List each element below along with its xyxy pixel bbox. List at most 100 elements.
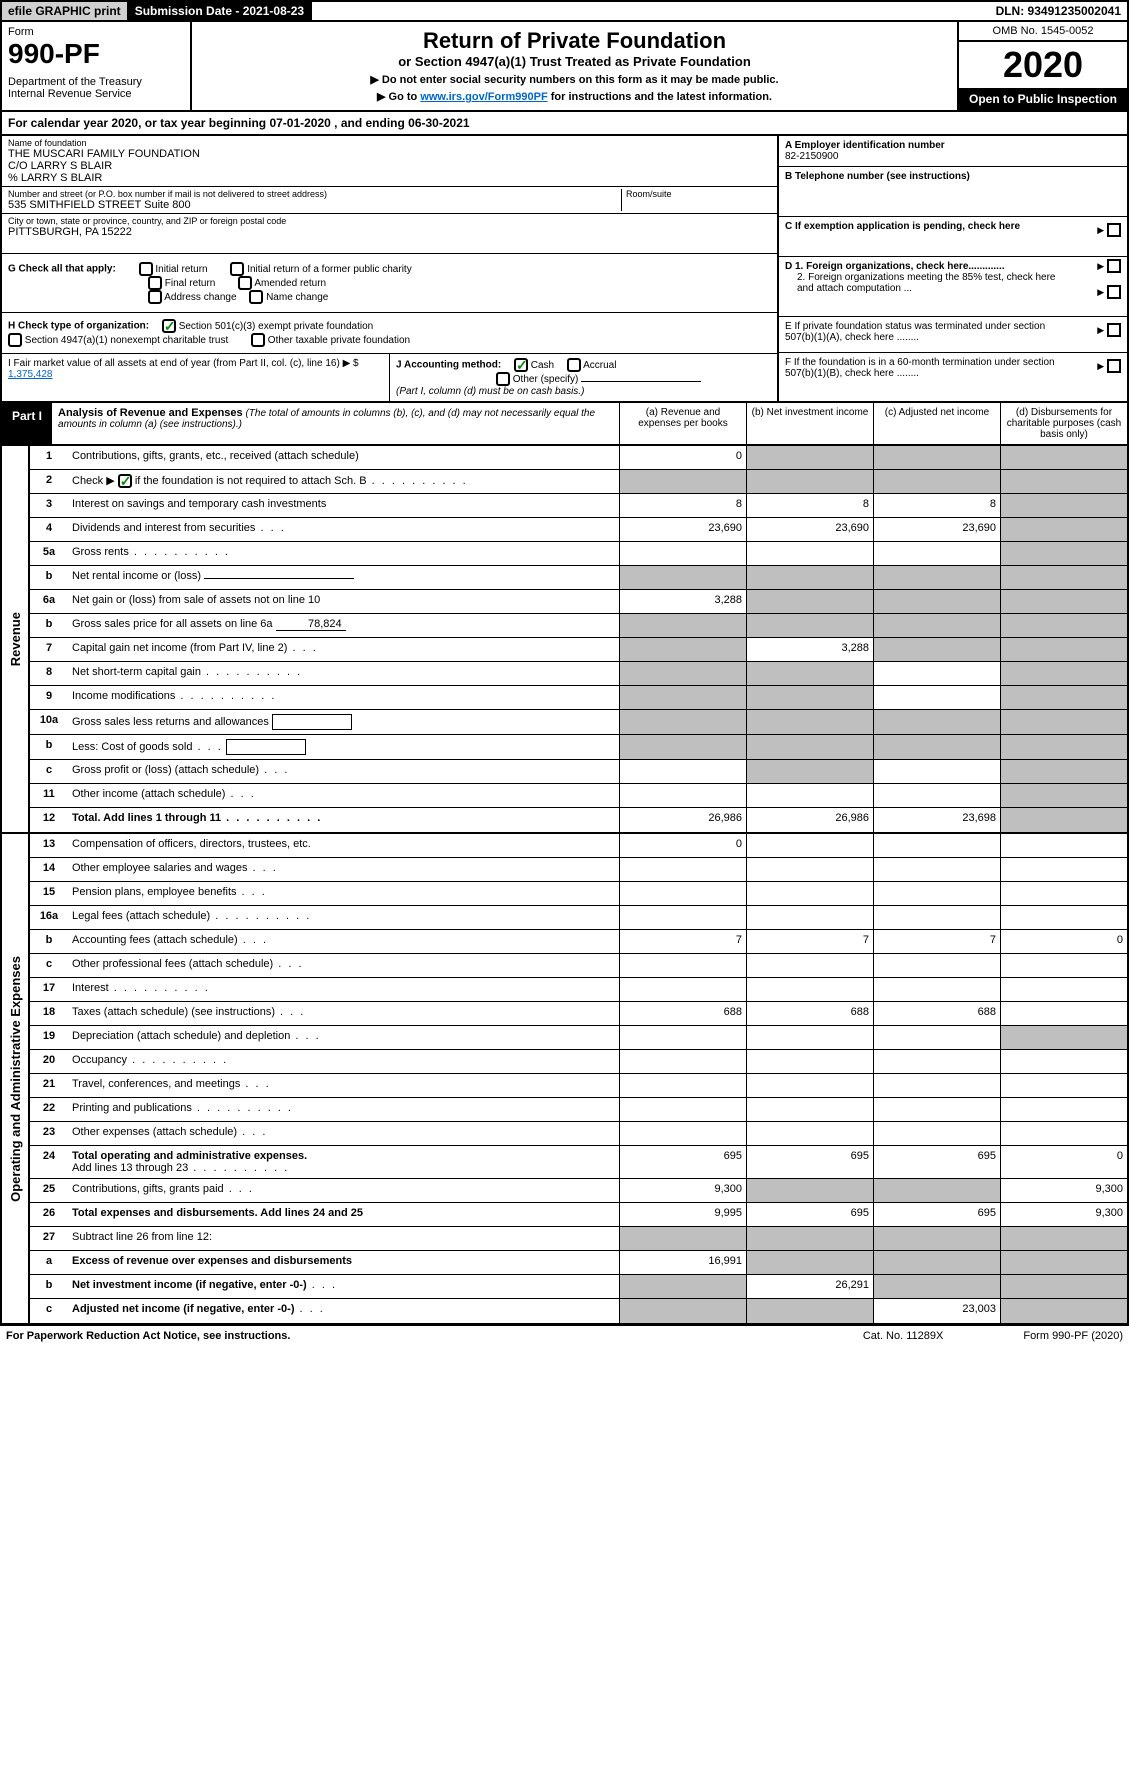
footer-mid: Cat. No. 11289X [863,1330,944,1342]
g-label: G Check all that apply: [8,264,116,275]
fmv-link[interactable]: 1,375,428 [8,369,53,380]
row-desc: Total expenses and disbursements. Add li… [68,1203,619,1226]
row-desc: Contributions, gifts, grants, etc., rece… [68,446,619,469]
row-num: 2 [30,470,68,493]
cell: 23,003 [873,1299,1000,1323]
initial-return-former-checkbox[interactable] [230,262,244,276]
city: PITTSBURGH, PA 15222 [8,226,771,238]
d1-label: D 1. Foreign organizations, check here..… [785,261,1005,272]
amended-return-checkbox[interactable] [238,276,252,290]
g-opt-3: Amended return [254,278,326,289]
row-num: 24 [30,1146,68,1178]
row-desc: Gross sales price for all assets on line… [68,614,619,637]
address-change-checkbox[interactable] [148,290,162,304]
row-desc: Travel, conferences, and meetings [68,1074,619,1097]
cell: 23,698 [873,808,1000,832]
name-change-checkbox[interactable] [249,290,263,304]
row-num: 26 [30,1203,68,1226]
row-desc: Total. Add lines 1 through 11 [68,808,619,832]
row-desc: Interest [68,978,619,1001]
addr-label: Number and street (or P.O. box number if… [8,189,621,199]
e-checkbox[interactable] [1107,323,1121,337]
row-desc: Net investment income (if negative, ente… [68,1275,619,1298]
f-checkbox[interactable] [1107,359,1121,373]
footer-right: Form 990-PF (2020) [1023,1330,1123,1342]
4947a1-checkbox[interactable] [8,333,22,347]
row-num: 14 [30,858,68,881]
calendar-year-row: For calendar year 2020, or tax year begi… [0,112,1129,136]
part1-header: Part I Analysis of Revenue and Expenses … [0,403,1129,446]
j-cash: Cash [531,360,554,371]
foundation-name: THE MUSCARI FAMILY FOUNDATION C/O LARRY … [8,148,771,184]
row-num: 21 [30,1074,68,1097]
501c3-checkbox[interactable] [162,319,176,333]
form-note-1: ▶ Do not enter social security numbers o… [198,73,951,86]
initial-return-checkbox[interactable] [139,262,153,276]
row-num: c [30,1299,68,1323]
omb-number: OMB No. 1545-0052 [959,22,1127,42]
irs-link[interactable]: www.irs.gov/Form990PF [420,91,547,103]
row-num: 6a [30,590,68,613]
dln-label: DLN: 93491235002041 [990,2,1127,20]
row-num: 5a [30,542,68,565]
row-num: a [30,1251,68,1274]
row-num: b [30,735,68,759]
row-desc: Accounting fees (attach schedule) [68,930,619,953]
revenue-side-label: Revenue [2,446,30,832]
note2-post: for instructions and the latest informat… [548,91,772,103]
name-label: Name of foundation [8,138,771,148]
sch-b-checkbox[interactable] [118,474,132,488]
row-num: 3 [30,494,68,517]
col-a-header: (a) Revenue and expenses per books [619,403,746,444]
cell: 8 [619,494,746,517]
col-d-header: (d) Disbursements for charitable purpose… [1000,403,1127,444]
row-desc: Total operating and administrative expen… [68,1146,619,1178]
department-label: Department of the Treasury Internal Reve… [8,76,184,100]
g-opt-1: Initial return of a former public charit… [247,264,412,275]
note2-pre: ▶ Go to [377,91,420,103]
row-desc: Dividends and interest from securities [68,518,619,541]
d1-checkbox[interactable] [1107,259,1121,273]
open-public-label: Open to Public Inspection [959,88,1127,110]
row-desc: Legal fees (attach schedule) [68,906,619,929]
row-num: b [30,930,68,953]
cash-checkbox[interactable] [514,358,528,372]
row-num: 9 [30,686,68,709]
cell: 7 [619,930,746,953]
expenses-table: Operating and Administrative Expenses 13… [0,834,1129,1325]
cell: 8 [873,494,1000,517]
j-accrual: Accrual [583,360,616,371]
row-desc: Gross rents [68,542,619,565]
d2-checkbox[interactable] [1107,285,1121,299]
footer-left: For Paperwork Reduction Act Notice, see … [6,1330,863,1342]
info-left: Name of foundation THE MUSCARI FAMILY FO… [2,136,777,401]
other-taxable-checkbox[interactable] [251,333,265,347]
ein-row: A Employer identification number 82-2150… [779,136,1127,167]
row-desc: Capital gain net income (from Part IV, l… [68,638,619,661]
b-label: B Telephone number (see instructions) [785,171,970,182]
accrual-checkbox[interactable] [567,358,581,372]
other-method-checkbox[interactable] [496,372,510,386]
row-desc: Subtract line 26 from line 12: [68,1227,619,1250]
row-num: b [30,566,68,589]
e-label: E If private foundation status was termi… [785,321,1065,343]
row-num: 11 [30,784,68,807]
row-desc: Other expenses (attach schedule) [68,1122,619,1145]
cell: 7 [746,930,873,953]
row-desc: Gross profit or (loss) (attach schedule) [68,760,619,783]
row-desc: Printing and publications [68,1098,619,1121]
row-num: 18 [30,1002,68,1025]
final-return-checkbox[interactable] [148,276,162,290]
row-num: 12 [30,808,68,832]
header-center: Return of Private Foundation or Section … [192,22,957,110]
efile-print-button[interactable]: efile GRAPHIC print [2,2,129,20]
cell: 0 [619,834,746,857]
cell: 0 [1000,1146,1127,1178]
cell: 23,690 [619,518,746,541]
f-row: F If the foundation is in a 60-month ter… [779,353,1127,397]
c-checkbox[interactable] [1107,223,1121,237]
row-desc: Excess of revenue over expenses and disb… [68,1251,619,1274]
revenue-table: Revenue 1Contributions, gifts, grants, e… [0,446,1129,834]
j-note: (Part I, column (d) must be on cash basi… [396,386,584,397]
cell: 26,291 [746,1275,873,1298]
